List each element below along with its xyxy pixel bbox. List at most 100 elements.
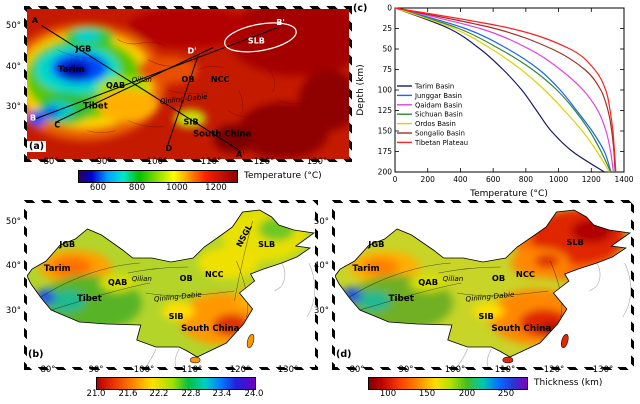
map-label-ncc: NCC <box>211 75 230 84</box>
map-label-tarim: Tarim <box>44 264 71 274</box>
colorbar-tick-label: 21.0 <box>86 389 106 399</box>
taiwan-island <box>246 333 255 349</box>
colorbar-tick-label: 1000 <box>166 183 188 193</box>
chart-xlabel: Temperature (°C) <box>469 189 548 199</box>
y-tick-label: 75 <box>382 65 392 74</box>
series-songalio-basin <box>394 7 616 173</box>
fault-lines <box>349 260 563 318</box>
colorbar-tick-label: 250 <box>497 389 515 399</box>
map-label-qilian: Qilian <box>132 274 152 283</box>
map-label-qab: QAB <box>106 81 125 90</box>
map-d-labels: JGB SLB Tarim QAB Qilian OB NCC Tibet Qi… <box>352 237 583 334</box>
x-tick-label: 110° <box>200 157 222 167</box>
y-tick-label: 0 <box>387 4 392 13</box>
map-label-jgb: JGB <box>58 240 75 249</box>
map-label-ncc: NCC <box>205 270 224 279</box>
series-qaidam-basin <box>394 7 614 173</box>
y-tick-label: 175 <box>378 147 393 156</box>
map-label-tarim: Tarim <box>58 65 85 75</box>
series-junggar-basin <box>394 7 612 173</box>
legend-label: Ordos Basin <box>415 120 456 128</box>
map-label-sib: SIB <box>478 311 493 321</box>
map-panel-a: A A' B B' C D D' JGB Tarim QAB Qilian OB… <box>24 6 352 162</box>
map-label-jgb: JGB <box>74 45 91 54</box>
map-a-canvas: A A' B B' C D D' JGB Tarim QAB Qilian OB… <box>27 9 349 159</box>
legend-label: Qaidam Basin <box>415 101 462 109</box>
x-tick-label: 400 <box>453 175 468 184</box>
x-tick-label: 120° <box>229 365 251 375</box>
coastline-decor <box>456 260 631 367</box>
panel-b-colorbar <box>96 377 256 390</box>
y-tick-label: 30° <box>5 102 21 112</box>
map-label-profile-d: D <box>166 144 173 153</box>
map-d-canvas: JGB SLB Tarim QAB Qilian OB NCC Tibet Qi… <box>335 203 631 367</box>
temperature-colorbar <box>78 170 238 183</box>
map-panel-b: JGB SLB NSGL Tarim QAB Qilian OB NCC Tib… <box>24 200 318 370</box>
hainan-island <box>189 356 201 364</box>
map-label-tibet: Tibet <box>389 294 414 304</box>
taiwan-island <box>560 333 569 349</box>
x-tick-label: 120° <box>253 157 275 167</box>
y-tick-label: 50° <box>313 217 329 227</box>
colorbar-tick-label: 1200 <box>205 183 227 193</box>
legend-label: Junggar Basin <box>414 92 462 100</box>
panel-tag-c: (c) <box>353 3 368 14</box>
map-panel-d: JGB SLB Tarim QAB Qilian OB NCC Tibet Qi… <box>332 200 634 370</box>
y-tick-label: 150 <box>378 127 393 136</box>
hainan-island <box>502 356 514 364</box>
x-tick-label: 80° <box>349 365 365 375</box>
y-tick-label: 40° <box>5 261 21 271</box>
x-tick-label: 100° <box>133 365 155 375</box>
map-label-slb: SLB <box>258 240 275 249</box>
map-label-profile-c: C <box>54 121 60 130</box>
x-tick-label: 0 <box>393 175 398 184</box>
map-label-tibet: Tibet <box>83 101 108 111</box>
map-label-qab: QAB <box>108 278 127 287</box>
y-tick-label: 30° <box>313 306 329 316</box>
legend-label: Songalio Basin <box>415 130 465 138</box>
map-label-south-china: South China <box>491 324 551 334</box>
x-tick-label: 130° <box>277 365 299 375</box>
tectonic-lines <box>57 49 244 128</box>
panel-tag-b: (b) <box>28 349 44 360</box>
y-tick-label: 125 <box>378 106 393 115</box>
panel-tag-a: (a) <box>27 141 47 152</box>
map-label-profile-b2: B' <box>276 18 285 27</box>
map-label-ob: OB <box>492 273 505 283</box>
map-label-qilian: Qilian <box>132 75 152 84</box>
colorbar-tick-label: 800 <box>128 183 146 193</box>
y-tick-label: 25 <box>382 24 392 33</box>
x-tick-label: 100° <box>444 365 466 375</box>
map-label-south-china: South China <box>181 324 240 334</box>
x-tick-label: 100° <box>146 157 168 167</box>
panel-tag-d: (d) <box>336 349 352 360</box>
colorbar-tick-label: 150 <box>418 389 436 399</box>
geotherm-chart: Temperature (°C) Depth (km) 0 200 400 600 80… <box>356 4 634 200</box>
map-label-qilian: Qilian <box>443 274 464 283</box>
x-tick-label: 80° <box>43 157 59 167</box>
x-tick-label: 1400 <box>614 175 633 184</box>
map-label-sib: SIB <box>169 312 184 321</box>
map-label-ob: OB <box>182 75 195 84</box>
profile-lines <box>30 24 279 152</box>
x-tick-label: 90° <box>96 157 112 167</box>
colorbar-tick-label: 21.6 <box>118 389 138 399</box>
colorbar-tick-label: 200 <box>458 389 476 399</box>
y-tick-label: 200 <box>378 168 393 177</box>
map-label-slb: SLB <box>248 36 265 45</box>
map-label-tarim: Tarim <box>352 264 379 274</box>
map-label-qab: QAB <box>418 277 438 287</box>
thickness-colorbar <box>368 377 528 390</box>
map-label-ncc: NCC <box>516 269 535 279</box>
x-tick-label: 130° <box>306 157 328 167</box>
colorbar-tick-label: 22.2 <box>149 389 169 399</box>
temperature-colorbar-title: Temperature (°C) <box>244 171 322 181</box>
x-tick-label: 130° <box>592 365 614 375</box>
legend-label: Tarim Basin <box>414 83 454 91</box>
temperature-anomaly-blobs <box>27 9 349 159</box>
coastline-decor <box>145 260 315 367</box>
map-label-slb: SLB <box>566 237 584 247</box>
series-tarim-basin <box>394 7 605 173</box>
map-label-tibet: Tibet <box>77 294 102 304</box>
